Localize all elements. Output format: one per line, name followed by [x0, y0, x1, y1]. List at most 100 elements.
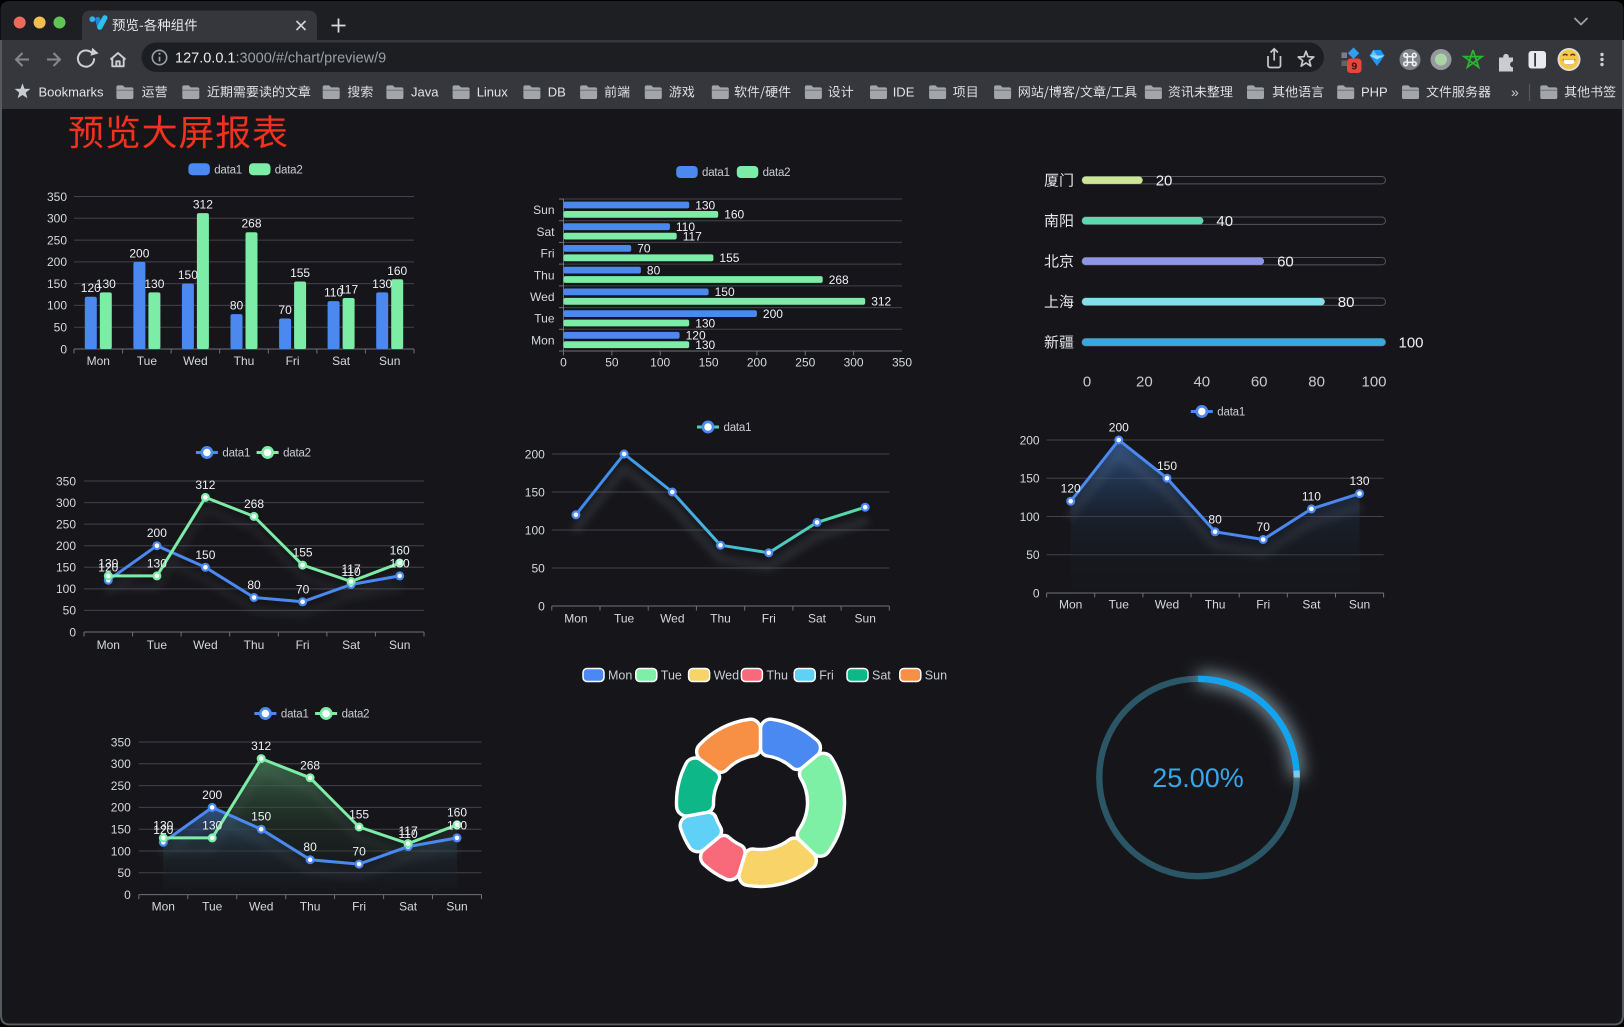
- svg-text:Tue: Tue: [137, 354, 158, 368]
- svg-text:Wed: Wed: [1155, 598, 1179, 612]
- svg-text:data1: data1: [222, 448, 250, 460]
- svg-text:data1: data1: [724, 422, 752, 434]
- svg-text::3000/#/chart/preview/9: :3000/#/chart/preview/9: [236, 51, 387, 67]
- svg-text:Sun: Sun: [1349, 598, 1370, 612]
- svg-text:DB: DB: [548, 85, 566, 100]
- svg-text:100: 100: [650, 356, 670, 370]
- svg-text:60: 60: [1277, 254, 1294, 271]
- svg-text:312: 312: [195, 478, 215, 492]
- svg-text:130: 130: [372, 277, 392, 291]
- svg-text:50: 50: [63, 604, 77, 618]
- svg-text:117: 117: [683, 229, 702, 243]
- svg-text:Mon: Mon: [87, 354, 110, 368]
- svg-text:0: 0: [124, 888, 131, 902]
- svg-text:data1: data1: [214, 164, 242, 176]
- svg-text:data2: data2: [763, 167, 791, 179]
- svg-text:300: 300: [844, 356, 864, 370]
- svg-text:Tue: Tue: [1109, 598, 1130, 612]
- svg-text:200: 200: [525, 447, 545, 461]
- svg-text:110: 110: [676, 220, 695, 234]
- svg-text:350: 350: [56, 474, 76, 488]
- svg-text:160: 160: [724, 208, 744, 222]
- svg-text:PHP: PHP: [1361, 85, 1388, 100]
- svg-text:Fri: Fri: [352, 900, 366, 914]
- svg-text:110: 110: [1302, 489, 1321, 503]
- svg-text:200: 200: [747, 356, 767, 370]
- svg-text:50: 50: [531, 561, 545, 575]
- svg-text:200: 200: [763, 307, 783, 321]
- svg-text:Wed: Wed: [193, 638, 217, 652]
- svg-text:160: 160: [447, 805, 467, 819]
- svg-text:Tue: Tue: [202, 900, 223, 914]
- svg-text:Wed: Wed: [249, 900, 273, 914]
- svg-text:120: 120: [98, 561, 118, 575]
- svg-text:Tue: Tue: [534, 312, 555, 326]
- svg-text:Sat: Sat: [808, 612, 827, 626]
- svg-text:Thu: Thu: [234, 354, 255, 368]
- svg-text:130: 130: [202, 818, 222, 832]
- svg-text:130: 130: [695, 198, 715, 212]
- svg-text:130: 130: [390, 556, 410, 570]
- svg-text:117: 117: [339, 283, 358, 297]
- svg-text:Tue: Tue: [661, 669, 682, 683]
- svg-text:127.0.0.1: 127.0.0.1: [175, 51, 235, 67]
- svg-text:Mon: Mon: [564, 612, 587, 626]
- svg-text:200: 200: [1109, 421, 1129, 435]
- svg-text:100: 100: [525, 523, 545, 537]
- svg-text:200: 200: [111, 801, 131, 815]
- svg-text:150: 150: [195, 548, 215, 562]
- svg-text:117: 117: [342, 562, 361, 576]
- svg-text:130: 130: [695, 316, 715, 330]
- svg-text:250: 250: [111, 779, 131, 793]
- svg-text:0: 0: [1033, 586, 1040, 600]
- svg-text:70: 70: [1257, 520, 1271, 534]
- svg-text:130: 130: [147, 556, 167, 570]
- svg-text:Wed: Wed: [714, 669, 740, 683]
- svg-text:Mon: Mon: [1059, 598, 1082, 612]
- svg-text:Linux: Linux: [477, 85, 509, 100]
- svg-text:155: 155: [293, 546, 313, 560]
- svg-text:Sat: Sat: [332, 354, 351, 368]
- svg-text:312: 312: [871, 295, 891, 309]
- svg-text:Fri: Fri: [286, 354, 300, 368]
- svg-text:Sat: Sat: [872, 669, 891, 683]
- svg-text:50: 50: [117, 866, 131, 880]
- svg-text:60: 60: [1251, 374, 1268, 391]
- svg-text:Sun: Sun: [446, 900, 467, 914]
- svg-text:200: 200: [202, 788, 222, 802]
- svg-text:Fri: Fri: [762, 612, 776, 626]
- svg-text:268: 268: [829, 273, 849, 287]
- svg-text:80: 80: [247, 578, 261, 592]
- svg-text:9: 9: [1351, 61, 1357, 73]
- svg-text:Mon: Mon: [531, 333, 554, 347]
- svg-text:300: 300: [56, 496, 76, 510]
- svg-text:Thu: Thu: [244, 638, 265, 652]
- svg-text:160: 160: [387, 264, 407, 278]
- svg-text:100: 100: [1361, 374, 1386, 391]
- svg-text:130: 130: [153, 818, 173, 832]
- svg-text:Sun: Sun: [379, 354, 400, 368]
- svg-text:Fri: Fri: [819, 669, 834, 683]
- svg-text:350: 350: [111, 735, 131, 749]
- svg-text:20: 20: [1136, 374, 1153, 391]
- svg-text:Thu: Thu: [1205, 598, 1226, 612]
- svg-text:Thu: Thu: [710, 612, 731, 626]
- svg-text:Tue: Tue: [147, 638, 168, 652]
- svg-text:40: 40: [1216, 213, 1233, 230]
- svg-text:268: 268: [244, 497, 264, 511]
- svg-text:150: 150: [1157, 459, 1177, 473]
- svg-text:40: 40: [1193, 374, 1210, 391]
- svg-text:155: 155: [719, 251, 739, 265]
- svg-text:150: 150: [1020, 472, 1040, 486]
- svg-text:IDE: IDE: [893, 85, 915, 100]
- svg-text:110: 110: [399, 827, 418, 841]
- svg-text:0: 0: [69, 625, 76, 639]
- svg-text:150: 150: [178, 268, 198, 282]
- svg-text:0: 0: [60, 342, 67, 356]
- svg-text:Wed: Wed: [183, 354, 207, 368]
- svg-text:Sat: Sat: [399, 900, 418, 914]
- svg-text:Thu: Thu: [766, 669, 788, 683]
- svg-text:160: 160: [390, 544, 410, 558]
- svg-text:0: 0: [1083, 374, 1091, 391]
- svg-text:Mon: Mon: [97, 638, 120, 652]
